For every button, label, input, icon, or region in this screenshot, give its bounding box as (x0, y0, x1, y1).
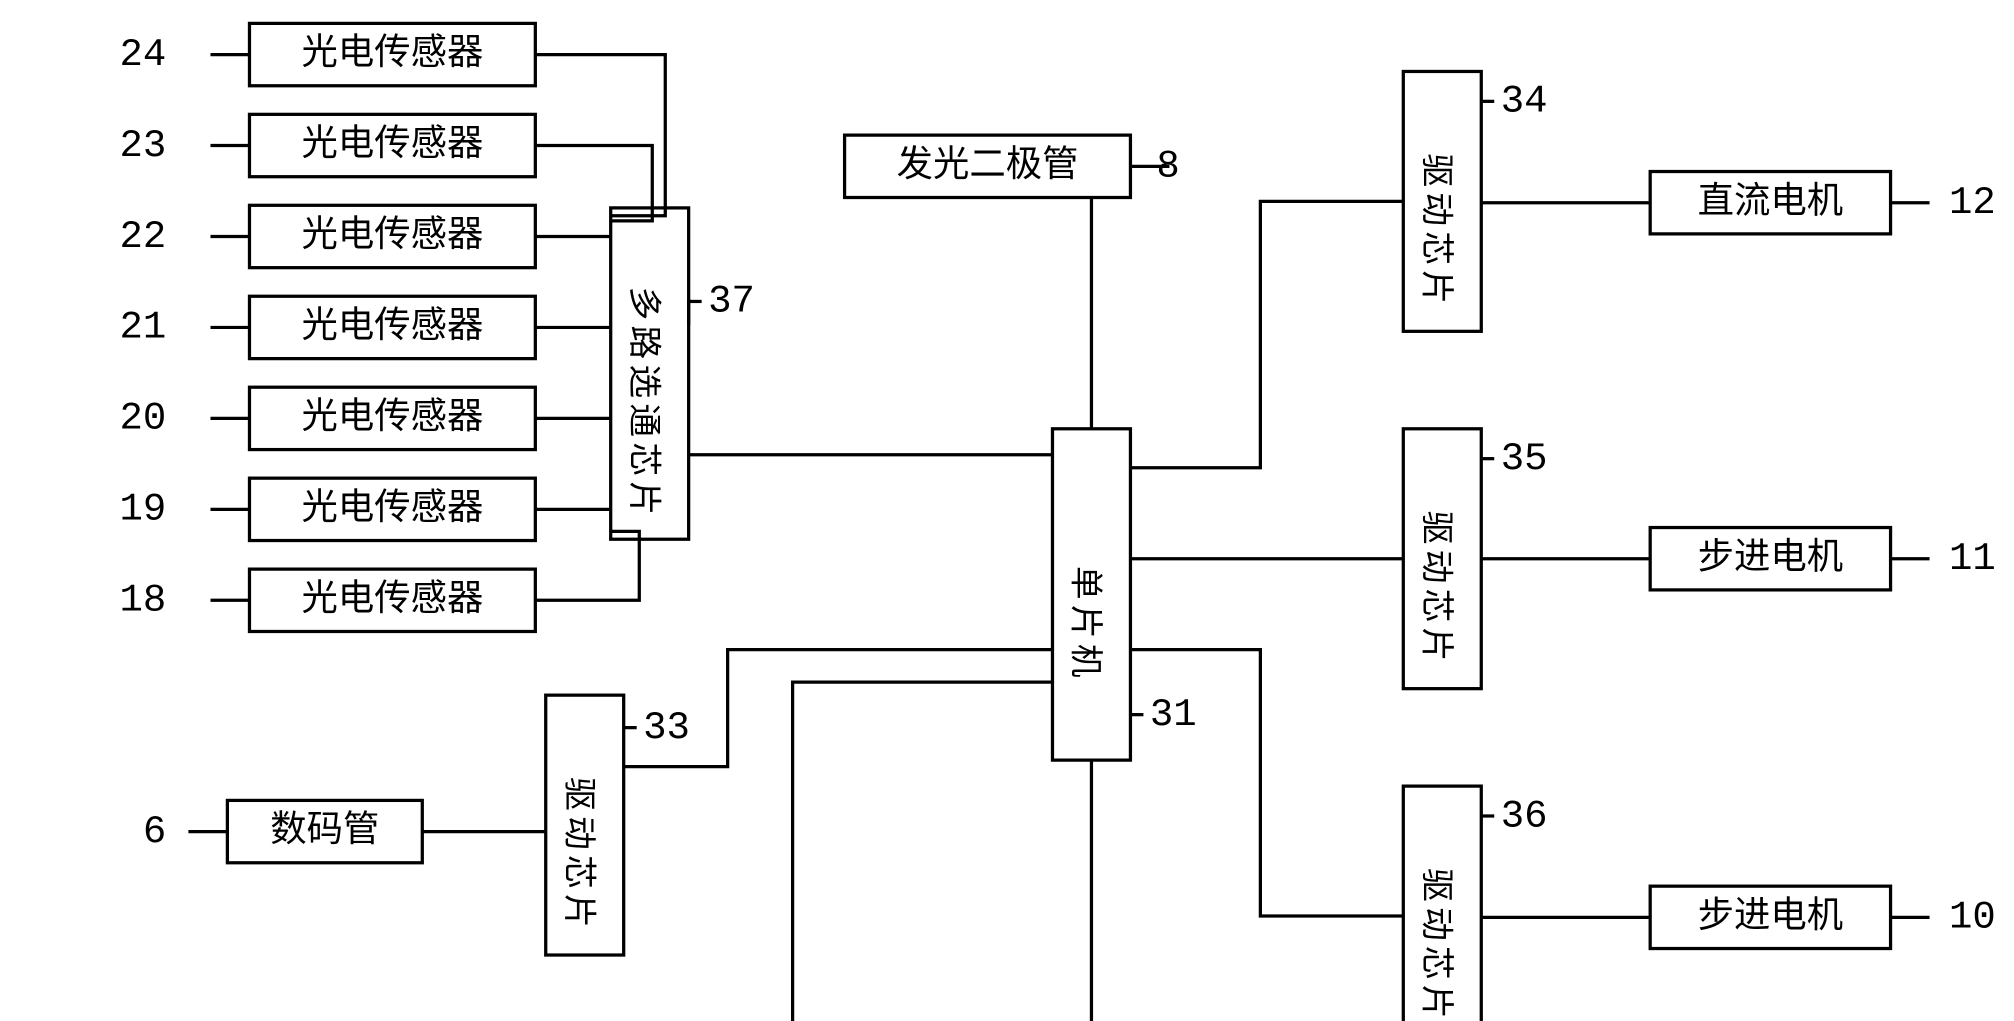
svg-text:36: 36 (1501, 794, 1548, 838)
svg-text:发光二极管: 发光二极管 (897, 144, 1079, 184)
mcu-label: 单片机 (1067, 566, 1105, 678)
svg-text:步进电机: 步进电机 (1698, 895, 1844, 935)
svg-text:直流电机: 直流电机 (1698, 180, 1844, 220)
svg-text:10: 10 (1949, 896, 1996, 940)
svg-text:光电传感器: 光电传感器 (301, 487, 483, 527)
svg-text:33: 33 (643, 706, 690, 750)
svg-text:数码管: 数码管 (270, 809, 379, 849)
svg-text:光电传感器: 光电传感器 (301, 32, 483, 72)
svg-text:步进电机: 步进电机 (1698, 536, 1844, 576)
svg-text:31: 31 (1150, 693, 1197, 737)
driver-34-label: 驱动芯片 (1417, 153, 1455, 304)
svg-text:12: 12 (1949, 181, 1996, 225)
svg-text:23: 23 (120, 124, 167, 168)
svg-text:18: 18 (120, 579, 167, 623)
svg-text:20: 20 (120, 397, 167, 441)
svg-text:光电传感器: 光电传感器 (301, 214, 483, 254)
svg-text:37: 37 (708, 280, 755, 324)
svg-text:24: 24 (120, 33, 167, 77)
svg-text:光电传感器: 光电传感器 (301, 305, 483, 345)
block-diagram: 24 光电传感器 23 光电传感器 22 光电传感器 21 光电传感器 20 光电传感器 19 光电传… (0, 0, 2014, 1021)
svg-text:22: 22 (120, 215, 167, 259)
svg-text:光电传感器: 光电传感器 (301, 123, 483, 163)
svg-text:11: 11 (1949, 537, 1996, 581)
driver-35-label: 驱动芯片 (1417, 511, 1455, 662)
svg-text:19: 19 (120, 488, 167, 532)
svg-text:34: 34 (1501, 80, 1548, 124)
svg-text:21: 21 (120, 306, 167, 350)
driver-36-label: 驱动芯片 (1417, 868, 1455, 1019)
mux-chip-label: 多路选通芯片 (625, 287, 663, 516)
svg-text:6: 6 (143, 810, 166, 854)
svg-text:35: 35 (1501, 437, 1548, 481)
svg-text:光电传感器: 光电传感器 (301, 578, 483, 618)
svg-text:光电传感器: 光电传感器 (301, 396, 483, 436)
driver-33-label: 驱动芯片 (560, 777, 598, 928)
